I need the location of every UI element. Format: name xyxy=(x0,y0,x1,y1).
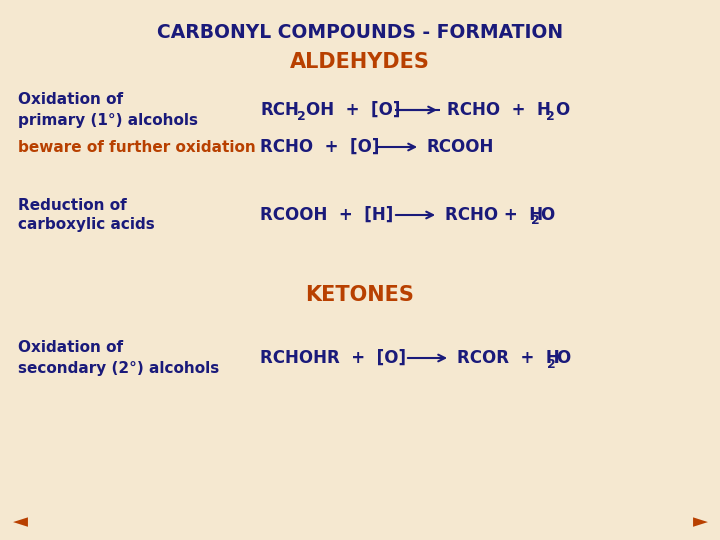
Text: 2: 2 xyxy=(546,110,554,123)
Text: ALDEHYDES: ALDEHYDES xyxy=(290,52,430,72)
Text: O: O xyxy=(556,349,570,367)
Text: ◄: ◄ xyxy=(12,512,27,531)
Text: secondary (2°) alcohols: secondary (2°) alcohols xyxy=(18,361,220,375)
Text: O: O xyxy=(540,206,554,224)
Text: RCHO  +  [O]: RCHO + [O] xyxy=(260,138,379,156)
Text: RCOOH  +  [H]: RCOOH + [H] xyxy=(260,206,393,224)
Text: 2: 2 xyxy=(297,110,306,123)
Text: RCHO  +  H: RCHO + H xyxy=(447,101,551,119)
Text: ►: ► xyxy=(693,512,708,531)
Text: RCOR  +  H: RCOR + H xyxy=(457,349,559,367)
Text: RCH: RCH xyxy=(260,101,299,119)
Text: OH  +  [O]: OH + [O] xyxy=(306,101,400,119)
Text: KETONES: KETONES xyxy=(305,285,415,305)
Text: Reduction of: Reduction of xyxy=(18,198,127,213)
Text: O: O xyxy=(555,101,570,119)
Text: 2: 2 xyxy=(547,357,556,370)
Text: RCHO +  H: RCHO + H xyxy=(445,206,543,224)
Text: 2: 2 xyxy=(531,214,540,227)
Text: Oxidation of: Oxidation of xyxy=(18,341,123,355)
Text: primary (1°) alcohols: primary (1°) alcohols xyxy=(18,112,198,127)
Text: Oxidation of: Oxidation of xyxy=(18,92,123,107)
Text: RCOOH: RCOOH xyxy=(427,138,495,156)
Text: CARBONYL COMPOUNDS - FORMATION: CARBONYL COMPOUNDS - FORMATION xyxy=(157,23,563,42)
Text: carboxylic acids: carboxylic acids xyxy=(18,218,155,233)
Text: RCHOHR  +  [O]: RCHOHR + [O] xyxy=(260,349,406,367)
Text: beware of further oxidation: beware of further oxidation xyxy=(18,139,256,154)
